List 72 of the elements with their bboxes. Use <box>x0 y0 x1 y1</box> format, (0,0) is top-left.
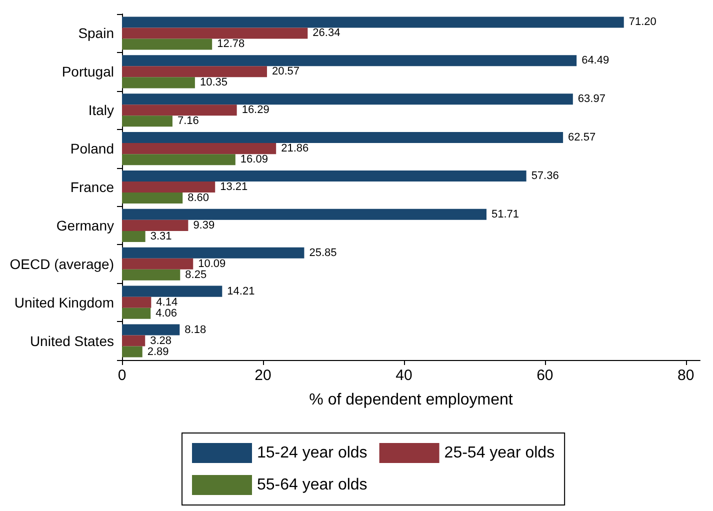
data-label: 26.34 <box>312 27 340 40</box>
bar <box>122 94 573 105</box>
bar <box>122 346 142 358</box>
bar <box>122 230 146 242</box>
y-tick-label: United Kingdom <box>14 294 114 310</box>
data-label: 57.36 <box>531 170 559 182</box>
bar <box>122 258 194 270</box>
data-label: 4.14 <box>156 296 178 308</box>
x-tick-label: 60 <box>536 367 554 384</box>
data-label: 20.57 <box>272 66 300 78</box>
bar <box>122 16 624 28</box>
x-axis-title: % of dependent employment <box>309 392 514 408</box>
data-label: 3.31 <box>150 230 172 242</box>
data-label: 10.35 <box>200 76 228 89</box>
data-label: 71.20 <box>628 16 656 28</box>
bar <box>122 308 151 319</box>
data-label: 16.29 <box>242 104 270 116</box>
legend-label: 55-64 year olds <box>257 476 368 494</box>
x-tick-label: 80 <box>678 367 694 384</box>
bar <box>122 335 146 346</box>
bar <box>122 208 486 220</box>
bar <box>122 286 222 297</box>
bar <box>122 269 180 280</box>
data-label: 25.85 <box>309 246 337 259</box>
x-tick-label: 20 <box>254 367 272 384</box>
data-label: 13.21 <box>220 181 248 193</box>
bar <box>122 116 172 127</box>
y-tick-label: Germany <box>56 217 114 234</box>
data-label: 8.60 <box>188 192 210 204</box>
bar <box>122 154 236 166</box>
data-label: 7.16 <box>177 115 199 128</box>
data-label: 21.86 <box>281 142 309 155</box>
bar <box>122 38 212 50</box>
data-label: 9.39 <box>193 219 215 232</box>
data-label: 3.28 <box>150 334 172 347</box>
data-label: 2.89 <box>147 346 169 358</box>
bar <box>122 247 304 258</box>
bar <box>122 66 267 78</box>
bar <box>122 181 216 193</box>
bar <box>122 296 152 308</box>
bar <box>122 170 526 182</box>
y-tick-label: Portugal <box>62 64 114 80</box>
y-tick-label: Spain <box>78 25 114 42</box>
data-label: 8.18 <box>184 324 206 336</box>
bar <box>122 77 195 88</box>
x-tick-label: 0 <box>118 367 126 384</box>
y-tick-label: Poland <box>70 140 114 157</box>
bar <box>122 324 180 336</box>
y-tick-label: OECD (average) <box>10 256 114 272</box>
y-tick-label: Italy <box>88 102 114 118</box>
data-label: 51.71 <box>491 208 520 220</box>
x-tick-label: 40 <box>396 367 412 384</box>
data-label: 63.97 <box>578 93 606 106</box>
data-label: 8.25 <box>185 268 207 281</box>
legend-label: 15-24 year olds <box>257 444 368 462</box>
bar <box>122 192 183 204</box>
bar <box>122 143 276 154</box>
bar <box>122 28 308 39</box>
y-tick-label: France <box>70 179 114 195</box>
data-label: 64.49 <box>582 54 610 67</box>
y-tick-label: United States <box>30 332 114 349</box>
data-label: 16.09 <box>240 154 268 166</box>
data-label: 12.78 <box>217 38 245 50</box>
bar <box>122 55 577 66</box>
data-label: 62.57 <box>568 132 596 144</box>
bar <box>122 220 188 231</box>
data-label: 10.09 <box>198 258 226 270</box>
bar <box>122 104 237 116</box>
legend-label: 25-54 year olds <box>444 444 555 462</box>
data-label: 4.06 <box>156 307 178 320</box>
bar <box>122 132 564 144</box>
data-label: 14.21 <box>227 285 255 298</box>
